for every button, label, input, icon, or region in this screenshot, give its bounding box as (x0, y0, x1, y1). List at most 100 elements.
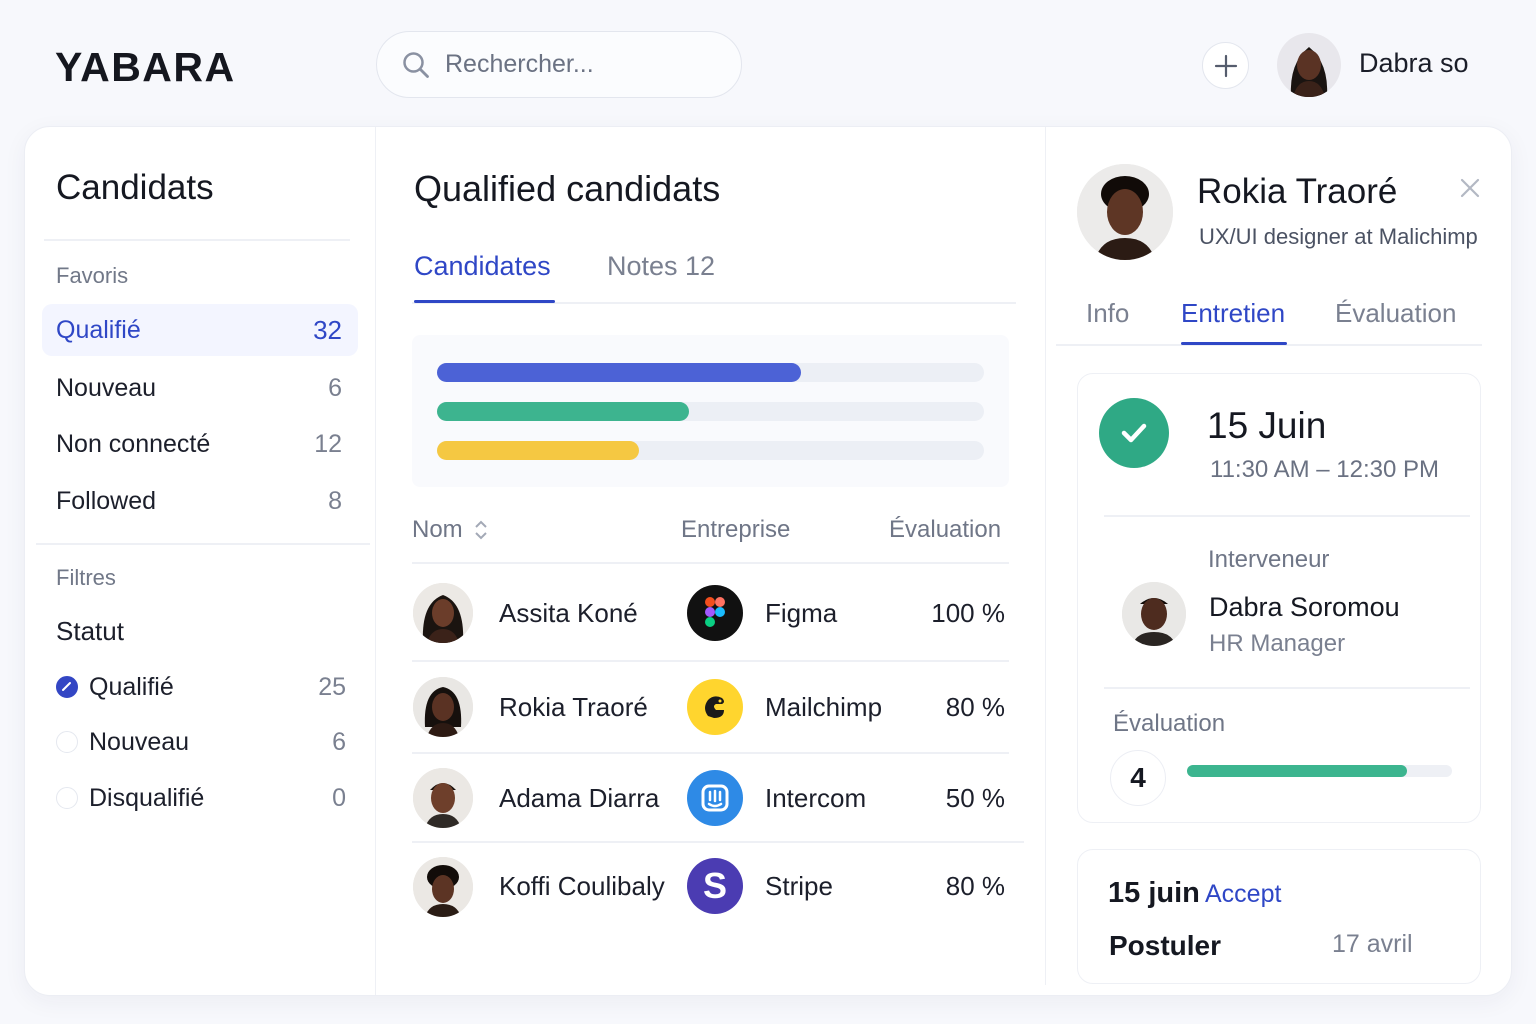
divider (1104, 687, 1470, 689)
candidate-name[interactable]: Rokia Traoré (499, 692, 648, 722)
company-name: Mailchimp (765, 692, 883, 722)
statut-label: Statut (56, 616, 124, 646)
header-label: Nom (412, 516, 463, 543)
sidebar-item-label: Non connecté (56, 429, 211, 458)
radio-unchecked[interactable] (56, 787, 78, 809)
radio-checked[interactable] (56, 676, 78, 698)
filter-label: Qualifié (89, 672, 174, 701)
timeline-date: 15 juin (1108, 877, 1200, 909)
sidebar-item-followed[interactable]: Followed 8 (42, 475, 358, 527)
candidate-score: 80 % (945, 692, 1005, 722)
app-logo[interactable]: YABARA (55, 44, 236, 90)
candidate-avatar (413, 583, 473, 643)
check-icon (1121, 423, 1147, 443)
sort-icon[interactable] (473, 519, 489, 541)
column-divider (375, 127, 376, 995)
sidebar-item-nouveau[interactable]: Nouveau 6 (42, 362, 358, 414)
evaluation-score: 4 (1110, 750, 1166, 806)
favoris-label: Favoris (56, 263, 129, 288)
filter-qualifie[interactable]: Qualifié 25 (56, 667, 346, 707)
interviewer-name: Dabra Soromou (1209, 592, 1400, 622)
filter-count: 25 (318, 672, 346, 701)
candidate-name[interactable]: Assita Koné (499, 598, 638, 628)
row-divider (412, 841, 1024, 843)
column-header-nom[interactable]: Nom (412, 516, 489, 544)
filter-nouveau[interactable]: Nouveau 6 (56, 722, 346, 762)
column-header-entreprise[interactable]: Entreprise (681, 516, 791, 543)
sidebar-item-count: 6 (328, 373, 342, 402)
accept-link[interactable]: Accept (1205, 880, 1282, 908)
tab-entretien[interactable]: Entretien (1181, 298, 1286, 328)
progress-bar-yellow (437, 441, 639, 460)
divider (1104, 515, 1470, 517)
filter-label: Disqualifié (89, 783, 205, 812)
company-name: Stripe (765, 871, 833, 901)
radio-unchecked[interactable] (56, 731, 78, 753)
tab-active-indicator (414, 300, 555, 303)
sidebar-item-non-connecte[interactable]: Non connecté 12 (42, 418, 358, 470)
divider (36, 543, 370, 545)
search-bar[interactable] (376, 31, 742, 98)
filtres-label: Filtres (56, 565, 116, 590)
evaluation-bar (1187, 765, 1407, 777)
search-input[interactable] (445, 50, 725, 79)
row-divider (412, 752, 1009, 754)
sidebar-item-count: 32 (313, 314, 342, 345)
sidebar-title: Candidats (56, 168, 214, 207)
timeline-card (1077, 849, 1481, 984)
candidate-name[interactable]: Adama Diarra (499, 783, 660, 813)
status-check (1099, 398, 1169, 468)
sidebar-item-label: Followed (56, 486, 157, 515)
sidebar-item-label: Qualifié (56, 315, 141, 344)
search-icon (403, 51, 429, 78)
tab-notes[interactable]: Notes 12 (607, 251, 716, 281)
filter-disqualifie[interactable]: Disqualifié 0 (56, 778, 346, 818)
company-name: Intercom (765, 783, 867, 813)
candidate-detail-avatar (1077, 164, 1173, 260)
figma-logo (687, 585, 743, 641)
tab-evaluation[interactable]: Évaluation (1335, 298, 1457, 328)
candidate-name[interactable]: Koffi Coulibaly (499, 871, 665, 901)
sidebar-item-label: Nouveau (56, 373, 157, 402)
candidate-avatar (413, 768, 473, 828)
interviewer-avatar (1122, 582, 1186, 646)
candidate-avatar (413, 677, 473, 737)
candidate-detail-name: Rokia Traoré (1197, 172, 1398, 211)
interview-time: 11:30 AM – 12:30 PM (1210, 456, 1440, 483)
intercom-logo (687, 770, 743, 826)
tab-candidates[interactable]: Candidates (414, 251, 551, 281)
add-button[interactable] (1202, 42, 1249, 89)
sidebar-item-count: 12 (314, 429, 342, 458)
interview-date: 15 Juin (1207, 405, 1327, 446)
stripe-logo: S (687, 858, 743, 914)
candidate-avatar (413, 857, 473, 917)
timeline-step-date: 17 avril (1332, 930, 1413, 958)
candidate-score: 100 % (931, 598, 1005, 628)
filter-label: Nouveau (89, 727, 190, 756)
tab-info[interactable]: Info (1086, 298, 1130, 328)
evaluation-label: Évaluation (1113, 710, 1226, 737)
tabs-divider (412, 302, 1016, 304)
filter-count: 0 (332, 783, 346, 812)
check-icon (62, 682, 71, 691)
user-avatar[interactable] (1277, 33, 1341, 97)
close-icon (1460, 178, 1480, 198)
progress-bar-blue (437, 363, 801, 382)
plus-icon (1214, 54, 1237, 77)
candidate-score: 80 % (945, 871, 1005, 901)
tab-active-indicator (1181, 342, 1287, 345)
close-button[interactable] (1456, 174, 1484, 202)
user-name[interactable]: Dabra so (1359, 48, 1469, 78)
company-name: Figma (765, 598, 838, 628)
column-divider (1045, 127, 1046, 985)
sidebar-item-count: 8 (328, 486, 342, 515)
column-header-evaluation[interactable]: Évaluation (889, 516, 1002, 543)
candidate-score: 50 % (945, 783, 1005, 813)
sidebar-item-qualifie[interactable]: Qualifié 32 (42, 304, 358, 356)
mailchimp-logo (687, 679, 743, 735)
interviewer-label: Interveneur (1208, 546, 1330, 573)
divider (44, 239, 350, 241)
page-title: Qualified candidats (414, 168, 721, 209)
interviewer-role: HR Manager (1209, 630, 1346, 657)
progress-bar-green (437, 402, 689, 421)
